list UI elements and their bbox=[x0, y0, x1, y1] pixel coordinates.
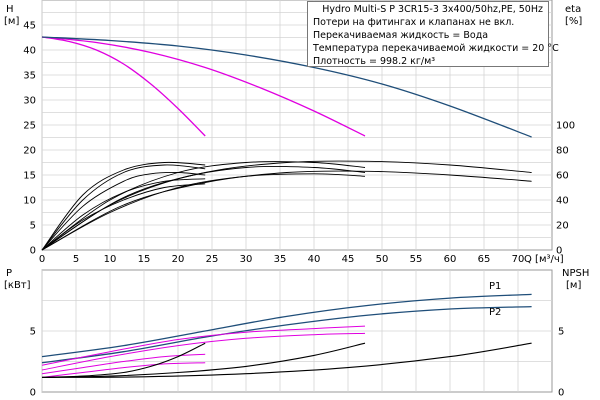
efficiency-curve bbox=[41, 164, 206, 251]
efficiency-curve bbox=[41, 161, 366, 251]
head-curve bbox=[41, 36, 532, 138]
head-x-tick-label: 45 bbox=[342, 254, 355, 265]
head-series bbox=[41, 36, 532, 138]
chart-info-box: Hydro Multi-S P 3CR15-3 3x400/50hz,PE, 5… bbox=[307, 1, 559, 67]
npsh-curve bbox=[41, 342, 206, 378]
power-y-label: P bbox=[6, 268, 12, 279]
head-x-tick-label: 5 bbox=[73, 254, 79, 265]
head-x-tick-label: 65 bbox=[478, 254, 491, 265]
power-curve bbox=[41, 325, 366, 366]
head-y2-tick-label: 40 bbox=[556, 196, 569, 207]
head-y-tick-label: 40 bbox=[23, 46, 36, 57]
power-y2-ticks: 05 bbox=[558, 327, 564, 399]
power-curve bbox=[41, 353, 206, 375]
head-x-tick-label: 0 bbox=[39, 254, 45, 265]
head-y2-tick-label: 60 bbox=[556, 171, 569, 182]
npsh-curve bbox=[41, 342, 532, 378]
power-y2-label: NPSH bbox=[562, 268, 589, 279]
info-note: Температура перекачиваемой жидкости = 20… bbox=[313, 43, 559, 54]
head-y2-tick-label: 0 bbox=[556, 246, 562, 257]
power-label-p1: P1 bbox=[489, 281, 501, 292]
head-y-tick-label: 15 bbox=[23, 171, 36, 182]
head-curve bbox=[41, 36, 206, 137]
power-curve bbox=[41, 362, 206, 378]
head-y-tick-label: 45 bbox=[23, 21, 36, 32]
head-y2-tick-label: 20 bbox=[556, 221, 569, 232]
power-y-tick-label: 0 bbox=[30, 388, 36, 399]
head-x-tick-label: 70 bbox=[512, 254, 525, 265]
head-x-label: Q [м³/ч] bbox=[524, 254, 564, 265]
efficiency-curve bbox=[41, 173, 366, 251]
npsh-curve bbox=[41, 342, 366, 378]
power-y2-unit: [м] bbox=[566, 280, 581, 291]
head-x-tick-label: 50 bbox=[376, 254, 389, 265]
head-x-tick-label: 60 bbox=[444, 254, 457, 265]
head-curve bbox=[41, 36, 366, 137]
head-y-unit: [м] bbox=[4, 16, 19, 27]
head-y-tick-label: 35 bbox=[23, 71, 36, 82]
head-x-tick-label: 10 bbox=[104, 254, 117, 265]
head-y2-ticks: 0 20 40 60 80 100 bbox=[556, 121, 575, 257]
head-x-ticks: 0 5 10 15 20 25 30 35 40 45 50 55 60 65 70 bbox=[39, 254, 525, 265]
info-note: Перекачиваемая жидкость = Вода bbox=[313, 30, 489, 41]
head-x-tick-label: 15 bbox=[138, 254, 151, 265]
head-y-tick-label: 20 bbox=[23, 146, 36, 157]
head-y-tick-label: 25 bbox=[23, 121, 36, 132]
power-curve bbox=[41, 305, 532, 364]
power-npsh-series bbox=[41, 342, 532, 378]
efficiency-curve bbox=[41, 160, 532, 251]
power-y-unit: [кВт] bbox=[4, 280, 31, 291]
head-y2-tick-label: 80 bbox=[556, 146, 569, 157]
power-y-ticks: 05 bbox=[30, 327, 36, 399]
head-y-label: H bbox=[6, 4, 14, 15]
head-y-tick-label: 5 bbox=[30, 221, 36, 232]
head-y2-unit: [%] bbox=[565, 16, 582, 27]
power-grid bbox=[41, 270, 552, 392]
head-x-tick-label: 25 bbox=[206, 254, 219, 265]
head-efficiency-series bbox=[41, 160, 532, 251]
head-x-tick-label: 35 bbox=[274, 254, 287, 265]
head-x-tick-label: 40 bbox=[308, 254, 321, 265]
info-note: Плотность = 998.2 кг/м³ bbox=[313, 56, 436, 67]
head-x-tick-label: 55 bbox=[410, 254, 423, 265]
head-y2-tick-label: 100 bbox=[556, 121, 575, 132]
power-curve bbox=[41, 332, 366, 371]
efficiency-curve bbox=[41, 170, 532, 251]
chart-title: Hydro Multi-S P 3CR15-3 3x400/50hz,PE, 5… bbox=[322, 4, 543, 15]
info-note: Потери на фитингах и клапанах не вкл. bbox=[313, 17, 515, 28]
head-y-tick-label: 10 bbox=[23, 196, 36, 207]
power-y2-tick-label: 0 bbox=[558, 388, 564, 399]
head-y-tick-label: 30 bbox=[23, 96, 36, 107]
power-series bbox=[41, 293, 532, 378]
head-x-tick-label: 20 bbox=[172, 254, 185, 265]
head-y-ticks: 0 5 10 15 20 25 30 35 40 45 bbox=[23, 21, 36, 257]
power-y2-tick-label: 5 bbox=[558, 327, 564, 338]
efficiency-curve bbox=[41, 161, 206, 251]
head-y-tick-label: 0 bbox=[30, 246, 36, 257]
efficiency-curve bbox=[41, 171, 206, 251]
head-x-tick-label: 30 bbox=[240, 254, 253, 265]
power-y-tick-label: 5 bbox=[30, 327, 36, 338]
power-curve bbox=[41, 293, 532, 358]
power-label-p2: P2 bbox=[489, 307, 501, 318]
head-y2-label: eta bbox=[565, 4, 581, 15]
